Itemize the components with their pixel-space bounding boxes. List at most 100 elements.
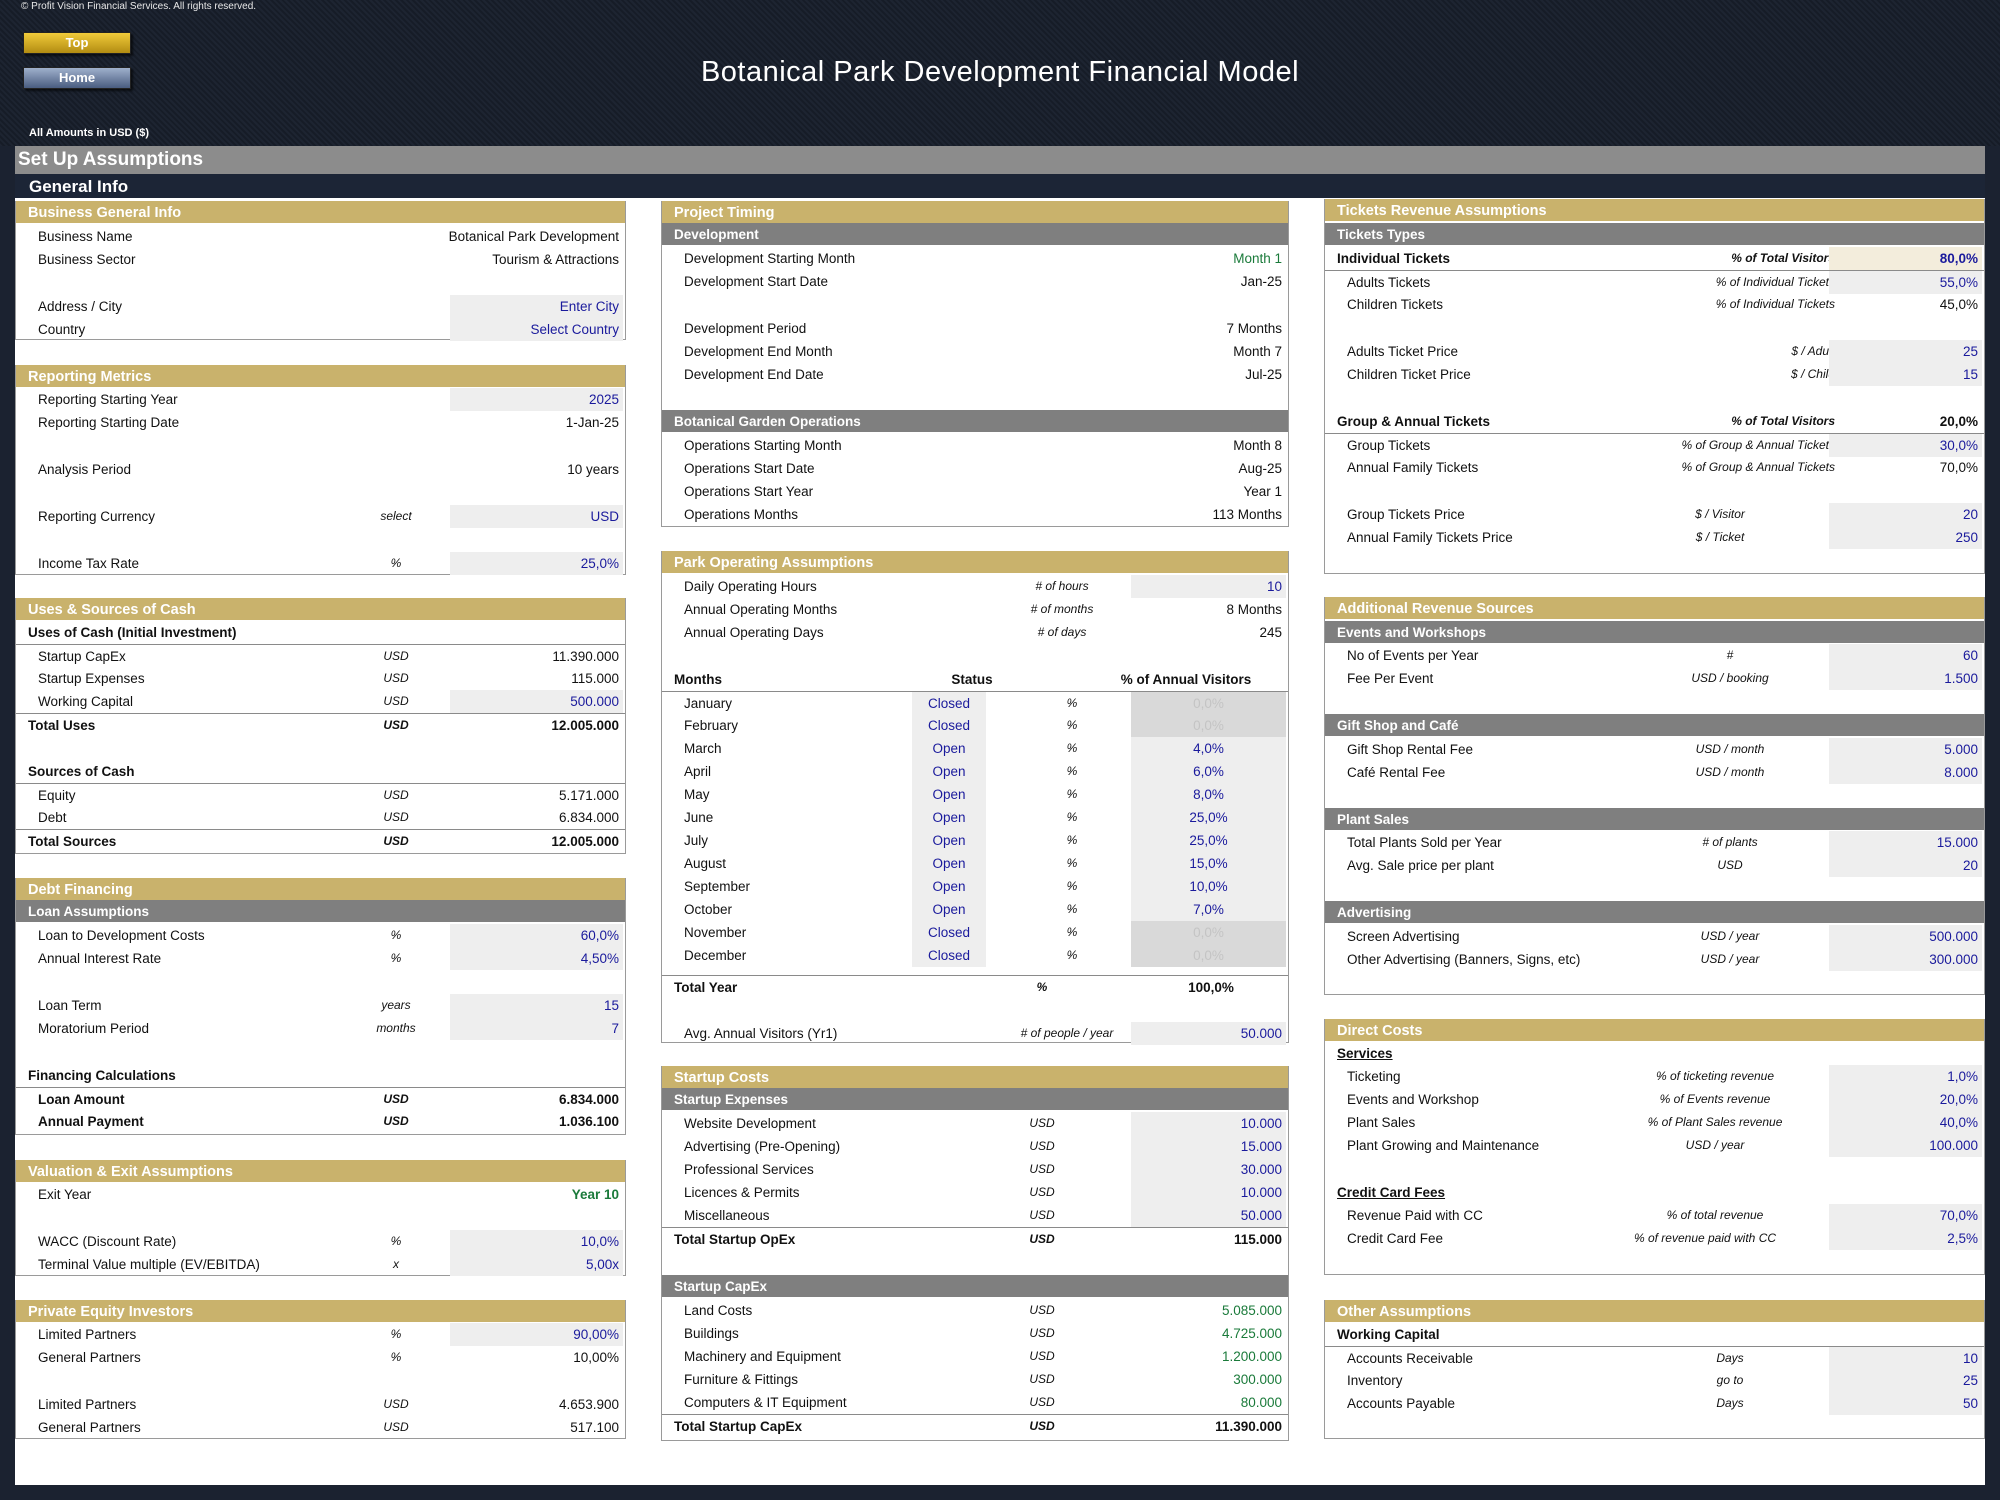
month-pct-input[interactable]: 4,0% <box>1131 737 1286 760</box>
month-status-select[interactable]: Open <box>912 806 986 829</box>
events-cost-input[interactable]: 20,0% <box>1829 1088 1982 1111</box>
month-pct-input[interactable]: 25,0% <box>1131 806 1286 829</box>
group-price-input[interactable]: 20 <box>1829 503 1982 526</box>
month-status-select[interactable]: Open <box>912 898 986 921</box>
professional-input[interactable]: 30.000 <box>1131 1158 1286 1181</box>
ticketing-input[interactable]: 1,0% <box>1829 1065 1982 1088</box>
buildings-value[interactable]: 4.725.000 <box>1221 1326 1282 1341</box>
licences-input[interactable]: 10.000 <box>1131 1181 1286 1204</box>
month-status-select[interactable]: Closed <box>912 944 986 967</box>
reporting-year-input[interactable]: 2025 <box>450 388 623 411</box>
month-status-select[interactable]: Open <box>912 829 986 852</box>
month-pct-input[interactable]: 15,0% <box>1131 852 1286 875</box>
screen-adv-input[interactable]: 500.000 <box>1829 925 1982 948</box>
furniture-value[interactable]: 300.000 <box>1233 1372 1282 1387</box>
computers-value[interactable]: 80.000 <box>1240 1395 1282 1410</box>
loan-assumptions-header: Loan Assumptions <box>16 900 625 922</box>
ltc-input[interactable]: 60,0% <box>450 924 623 947</box>
ops-start-month-value: Month 8 <box>1233 438 1282 453</box>
plant-growing-unit: USD / year <box>1685 1138 1745 1152</box>
inventory-input[interactable]: 25 <box>1829 1369 1982 1392</box>
child-price-input[interactable]: 15 <box>1829 363 1982 386</box>
family-price-input[interactable]: 250 <box>1829 526 1982 549</box>
ar-input[interactable]: 10 <box>1829 1347 1982 1370</box>
adult-price-unit: $ / Adult <box>1791 344 1835 358</box>
plant-price-input[interactable]: 20 <box>1829 854 1982 877</box>
month-label: October <box>684 902 733 917</box>
group-tickets-input[interactable]: 30,0% <box>1829 434 1982 457</box>
month-status-select[interactable]: Open <box>912 852 986 875</box>
ops-start-month-label: Operations Starting Month <box>684 438 842 453</box>
group-price-label: Group Tickets Price <box>1347 507 1465 522</box>
reporting-year-label: Reporting Starting Year <box>38 392 178 407</box>
plant-growing-input[interactable]: 100.000 <box>1829 1134 1982 1157</box>
gift-fee-input[interactable]: 5.000 <box>1829 738 1982 761</box>
plant-sales-cost-input[interactable]: 40,0% <box>1829 1111 1982 1134</box>
terminal-value-input[interactable]: 5,00x <box>450 1253 623 1276</box>
month-pct-input[interactable]: 7,0% <box>1131 898 1286 921</box>
month-status-select[interactable]: Closed <box>912 692 986 715</box>
dev-start-month-value[interactable]: Month 1 <box>1233 251 1282 266</box>
wacc-input[interactable]: 10,0% <box>450 1230 623 1253</box>
other-adv-input[interactable]: 300.000 <box>1829 948 1982 971</box>
working-capital-input[interactable]: 500.000 <box>450 690 623 713</box>
month-status-select[interactable]: Open <box>912 875 986 898</box>
loan-term-input[interactable]: 15 <box>450 994 623 1017</box>
lp-pct-input[interactable]: 90,00% <box>450 1323 623 1346</box>
child-tickets-label: Children Tickets <box>1347 297 1444 312</box>
month-pct-input[interactable]: 6,0% <box>1131 760 1286 783</box>
moratorium-input[interactable]: 7 <box>450 1017 623 1040</box>
business-sector-value[interactable]: Tourism & Attractions <box>492 252 619 267</box>
month-pct-input[interactable]: 25,0% <box>1131 829 1286 852</box>
pre-advertising-unit: USD <box>1029 1139 1055 1153</box>
ops-start-year-label: Operations Start Year <box>684 484 814 499</box>
country-select[interactable]: Select Country <box>450 318 623 341</box>
tickets-section: Tickets Revenue Assumptions Tickets Type… <box>1324 199 1985 574</box>
machinery-value[interactable]: 1.200.000 <box>1221 1349 1282 1364</box>
adult-tickets-input[interactable]: 55,0% <box>1829 271 1982 294</box>
adult-price-input[interactable]: 25 <box>1829 340 1982 363</box>
revenue-cc-input[interactable]: 70,0% <box>1829 1204 1982 1227</box>
business-name-value[interactable]: Botanical Park Development <box>448 229 619 244</box>
lp-pct-unit: % <box>390 1327 402 1341</box>
month-row: December Closed% 0,0% <box>662 944 1288 967</box>
month-status-select[interactable]: Open <box>912 737 986 760</box>
inventory-link[interactable]: go to <box>1716 1373 1744 1387</box>
misc-input[interactable]: 50.000 <box>1131 1204 1286 1227</box>
land-value[interactable]: 5.085.000 <box>1221 1303 1282 1318</box>
events-header: Events and Workshops <box>1325 621 1984 643</box>
month-status-select[interactable]: Open <box>912 760 986 783</box>
month-status-select[interactable]: Closed <box>912 714 986 737</box>
furniture-label: Furniture & Fittings <box>684 1372 799 1387</box>
website-input[interactable]: 10.000 <box>1131 1112 1286 1135</box>
address-input[interactable]: Enter City <box>450 295 623 318</box>
dev-end-month-label: Development End Month <box>684 344 833 359</box>
exit-year-value[interactable]: Year 10 <box>571 1187 619 1202</box>
tax-unit: % <box>390 556 402 570</box>
visitors-label: Avg. Annual Visitors (Yr1) <box>684 1026 838 1041</box>
interest-input[interactable]: 4,50% <box>450 947 623 970</box>
fee-input[interactable]: 1.500 <box>1829 667 1982 690</box>
debt-financing-section: Debt Financing Loan Assumptions Loan to … <box>15 878 626 1135</box>
events-input[interactable]: 60 <box>1829 644 1982 667</box>
ticketing-unit: % of ticketing revenue <box>1655 1069 1775 1083</box>
month-row: October Open% 7,0% <box>662 898 1288 921</box>
pre-advertising-input[interactable]: 15.000 <box>1131 1135 1286 1158</box>
ap-input[interactable]: 50 <box>1829 1392 1982 1415</box>
hours-input[interactable]: 10 <box>1131 575 1286 598</box>
cc-fee-input[interactable]: 2,5% <box>1829 1227 1982 1250</box>
individual-input[interactable]: 80,0% <box>1829 247 1982 270</box>
top-button[interactable]: Top <box>23 32 131 54</box>
month-pct-input[interactable]: 8,0% <box>1131 783 1286 806</box>
currency-select[interactable]: USD <box>450 505 623 528</box>
month-status-select[interactable]: Open <box>912 783 986 806</box>
cafe-fee-input[interactable]: 8.000 <box>1829 761 1982 784</box>
month-status-select[interactable]: Closed <box>912 921 986 944</box>
visitors-input[interactable]: 50.000 <box>1131 1022 1286 1045</box>
month-pct-input[interactable]: 10,0% <box>1131 875 1286 898</box>
plants-sold-input[interactable]: 15.000 <box>1829 831 1982 854</box>
home-button[interactable]: Home <box>23 67 131 89</box>
exit-year-label: Exit Year <box>38 1187 92 1202</box>
annual-payment-value: 1.036.100 <box>558 1114 619 1129</box>
tax-input[interactable]: 25,0% <box>450 552 623 575</box>
